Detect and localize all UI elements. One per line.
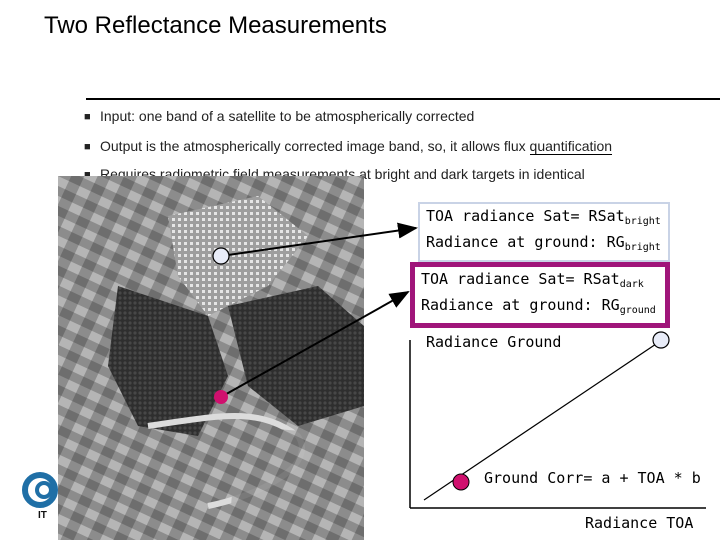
graph-dark-point xyxy=(452,473,470,491)
satellite-image xyxy=(58,176,364,540)
graph-equation: Ground Corr= a + TOA * b xyxy=(484,469,701,487)
graph-x-label: Radiance TOA xyxy=(585,514,694,532)
logo-icon: IT xyxy=(22,472,58,521)
bright-target-box: TOA radiance Sat= RSatbright Radiance at… xyxy=(418,202,670,262)
bright-ground-label: Radiance at ground: RG xyxy=(426,233,625,251)
dark-target-box: TOA radiance Sat= RSatdark Radiance at g… xyxy=(410,262,670,328)
underlined-word: quantification xyxy=(529,138,613,155)
slide-title: Two Reflectance Measurements xyxy=(44,12,387,39)
bright-ground-subscript: bright xyxy=(624,242,661,253)
logo-text: IT xyxy=(38,510,47,520)
bullet-input: ■ Input: one band of a satellite to be at… xyxy=(84,108,474,124)
dark-ground-subscript: ground xyxy=(619,305,656,316)
bullet-marker-icon: ■ xyxy=(84,111,91,123)
bullet-text: Output is the atmospherically corrected … xyxy=(100,138,526,154)
title-rule xyxy=(86,98,720,100)
bright-toa-label: TOA radiance Sat= RSat xyxy=(426,207,625,225)
graph-bright-point xyxy=(652,331,670,349)
bullet-marker-icon: ■ xyxy=(84,141,91,153)
dark-toa-subscript: dark xyxy=(619,279,644,290)
bullet-output: ■ Output is the atmospherically corrected… xyxy=(84,138,613,155)
satellite-image-texture xyxy=(58,176,364,540)
graph-y-label: Radiance Ground xyxy=(426,333,562,351)
bullet-marker-icon: ■ xyxy=(84,169,91,181)
bullet-text: Input: one band of a satellite to be atm… xyxy=(100,108,475,124)
dark-toa-label: TOA radiance Sat= RSat xyxy=(421,270,620,288)
bright-toa-subscript: bright xyxy=(624,216,661,227)
institution-logo: IT xyxy=(20,470,60,521)
dark-ground-label: Radiance at ground: RG xyxy=(421,296,620,314)
